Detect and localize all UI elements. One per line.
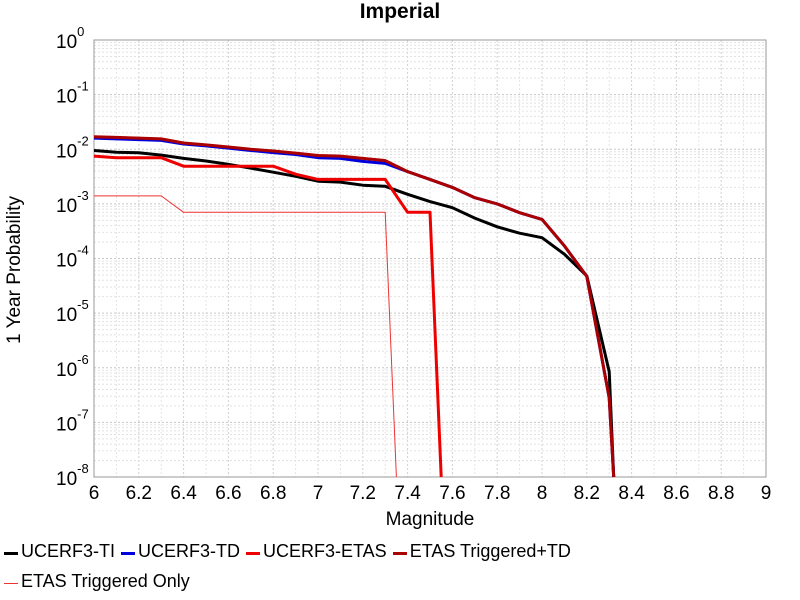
y-tick-labels: 100 10-1 10-2 10-3 10-4 10-5 10-6 10-7 10-8 bbox=[56, 24, 89, 490]
legend-swatch bbox=[121, 551, 135, 555]
legend-row: ETAS Triggered Only bbox=[4, 566, 794, 596]
x-tick-label: 6 bbox=[89, 483, 100, 504]
x-tick-label: 8.2 bbox=[574, 483, 600, 504]
chart-title: Imperial bbox=[360, 0, 441, 23]
x-tick-label: 6.6 bbox=[215, 483, 241, 504]
legend-label: ETAS Triggered Only bbox=[21, 570, 190, 591]
legend-item: ETAS Triggered Only bbox=[4, 571, 190, 592]
series-layer bbox=[93, 135, 616, 478]
y-tick-label: 10-7 bbox=[56, 406, 89, 435]
series-line-2 bbox=[93, 136, 616, 478]
y-axis-title: 1 Year Probability bbox=[4, 196, 25, 344]
x-tick-label: 7 bbox=[313, 483, 324, 504]
x-tick-label: 7.2 bbox=[350, 483, 376, 504]
y-tick-label: 10-1 bbox=[56, 79, 89, 108]
y-tick-label: 10-3 bbox=[56, 188, 89, 217]
x-tick-label: 6.2 bbox=[126, 483, 152, 504]
x-tick-label: 7.6 bbox=[439, 483, 465, 504]
y-tick-label: 10-6 bbox=[56, 352, 89, 381]
x-tick-label: 8 bbox=[537, 483, 548, 504]
y-tick-label: 10-5 bbox=[56, 297, 89, 326]
probability-chart: 6 6.2 6.4 6.6 6.8 7 7.2 7.4 7.6 7.8 8 8.2 8.4 8.6 8.8 9… bbox=[4, 0, 772, 530]
legend-label: UCERF3-ETAS bbox=[263, 540, 387, 561]
y-tick-label: 100 bbox=[56, 24, 84, 53]
legend-swatch bbox=[4, 551, 18, 555]
series-line-1 bbox=[93, 149, 616, 478]
x-tick-label: 6.4 bbox=[170, 483, 197, 504]
x-axis-title: Magnitude bbox=[386, 509, 475, 530]
x-tick-label: 7.4 bbox=[394, 483, 421, 504]
legend-row: UCERF3-TI UCERF3-TD UCERF3-ETAS ETAS Trigge… bbox=[4, 536, 794, 566]
series-line-3 bbox=[93, 154, 443, 478]
legend-label: ETAS Triggered+TD bbox=[409, 540, 571, 561]
plot-frame bbox=[93, 39, 767, 478]
x-tick-label: 6.8 bbox=[260, 483, 286, 504]
y-tick-label: 10-8 bbox=[56, 461, 89, 490]
x-tick-label: 9 bbox=[761, 483, 772, 504]
x-tick-labels: 6 6.2 6.4 6.6 6.8 7 7.2 7.4 7.6 7.8 8 8.2 8.4 8.6 8.8 9 bbox=[89, 483, 772, 504]
series-line-5 bbox=[94, 195, 397, 478]
legend-item: ETAS Triggered+TD bbox=[392, 540, 571, 562]
legend-swatch bbox=[392, 551, 407, 555]
x-tick-label: 8.4 bbox=[618, 483, 645, 504]
legend-item: UCERF3-ETAS bbox=[246, 541, 387, 562]
x-tick-label: 8.6 bbox=[663, 483, 689, 504]
legend-label: UCERF3-TI bbox=[21, 540, 115, 561]
legend: UCERF3-TI UCERF3-TD UCERF3-ETAS ETAS Trigge… bbox=[4, 536, 794, 596]
x-tick-label: 8.8 bbox=[708, 483, 734, 504]
legend-item: UCERF3-TD bbox=[121, 541, 240, 562]
y-tick-label: 10-4 bbox=[56, 243, 89, 272]
legend-swatch bbox=[246, 551, 260, 555]
y-tick-label: 10-2 bbox=[56, 133, 89, 162]
legend-item: UCERF3-TI bbox=[4, 541, 115, 562]
series-line-4 bbox=[93, 135, 616, 478]
legend-label: UCERF3-TD bbox=[138, 540, 240, 561]
grid-layer bbox=[93, 40, 767, 478]
x-tick-label: 7.8 bbox=[484, 483, 510, 504]
legend-swatch bbox=[4, 582, 18, 584]
